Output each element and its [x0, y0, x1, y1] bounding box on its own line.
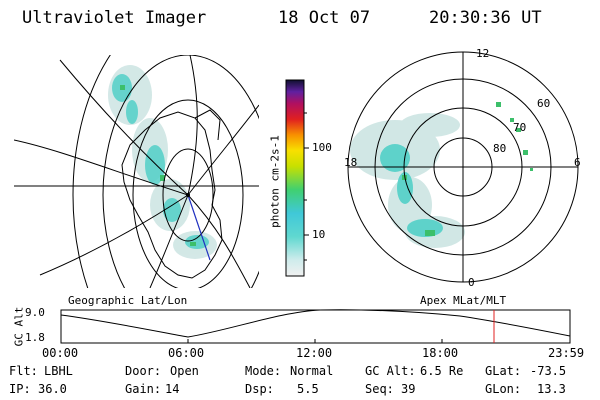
- polar-grid: [347, 51, 579, 283]
- time-label: 20:30:36 UT: [429, 8, 542, 28]
- orbit-ytick-1.8: 1.8: [25, 331, 45, 344]
- ip-value: 36.0: [38, 382, 67, 396]
- colorbar: [285, 79, 305, 277]
- date-label: 18 Oct 07: [278, 8, 371, 28]
- glon-value: 13.3: [537, 382, 566, 396]
- orbit-xtick-0000: 00:00: [42, 346, 79, 360]
- gain-label: Gain:: [125, 382, 162, 396]
- gain-value: 14: [165, 382, 180, 396]
- mlt-label-18: 18: [344, 156, 358, 169]
- glon-label: GLon:: [485, 382, 522, 396]
- polar-image: [350, 102, 533, 248]
- ip-label: IP:: [9, 382, 31, 396]
- mode-label: Mode:: [245, 364, 282, 378]
- mlat-label-60: 60: [537, 97, 551, 110]
- mlat-label-80: 80: [493, 142, 507, 155]
- orbit-ytick-9: 9.0: [25, 306, 45, 319]
- gc-alt-value: 6.5 Re: [420, 364, 464, 378]
- gc-alt-label: GC Alt:: [365, 364, 416, 378]
- geographic-image: [14, 55, 259, 288]
- door-value: Open: [170, 364, 199, 378]
- glat-label: GLat:: [485, 364, 522, 378]
- colorbar-tick-100: 100: [312, 141, 332, 154]
- mlt-label-0: 0: [468, 276, 475, 289]
- dsp-value: 5.5: [297, 382, 319, 396]
- orbit-xtick-1200: 12:00: [296, 346, 333, 360]
- glat-value: -73.5: [530, 364, 567, 378]
- dsp-label: Dsp:: [245, 382, 274, 396]
- door-label: Door:: [125, 364, 162, 378]
- colorbar-tick-10: 10: [312, 228, 326, 241]
- filter-label: Flt:: [9, 364, 38, 378]
- seq-label: Seq:: [365, 382, 394, 396]
- orbit-xtick-2359: 23:59: [548, 346, 585, 360]
- mlt-label-6: 6: [574, 156, 581, 169]
- apex-title: Apex MLat/MLT: [420, 294, 507, 307]
- mode-value: Normal: [290, 364, 334, 378]
- mlat-label-70: 70: [513, 121, 527, 134]
- seq-value: 39: [401, 382, 416, 396]
- orbit-xtick-0600: 06:00: [168, 346, 205, 360]
- geographic-title: Geographic Lat/Lon: [68, 294, 188, 307]
- filter-value: LBHL: [44, 364, 73, 378]
- orbit-xtick-1800: 18:00: [422, 346, 459, 360]
- instrument-title: Ultraviolet Imager: [22, 8, 207, 28]
- mlt-label-12: 12: [476, 47, 490, 60]
